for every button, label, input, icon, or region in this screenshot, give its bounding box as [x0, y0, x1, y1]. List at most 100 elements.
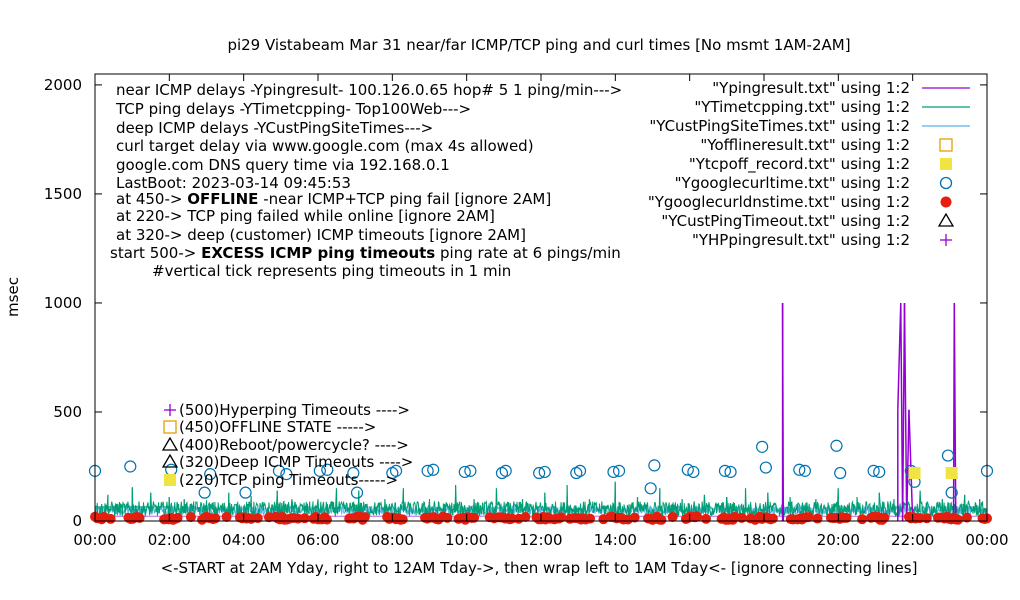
dns-point	[442, 512, 453, 523]
curltime-point	[830, 439, 843, 452]
marker-note: (320)Deep ICMP Timeouts ---->	[179, 453, 413, 471]
marker-notes: (500)Hyperping Timeouts ---->(450)OFFLIN…	[161, 401, 413, 489]
info-line: deep ICMP delays -YCustPingSiteTimes--->	[116, 119, 433, 137]
x-tick-label: 12:00	[519, 531, 562, 549]
dns-point	[857, 514, 868, 525]
marker-note: (450)OFFLINE STATE ----->	[179, 418, 376, 436]
dns-point	[556, 512, 567, 523]
curltime-point	[350, 486, 364, 499]
dns-point	[767, 513, 778, 524]
y-axis-label: msec	[4, 277, 22, 317]
dns-point	[221, 511, 232, 522]
axes: 00:00 02:00 04:00 06:00 08:00 10:00 12:00 14:00…	[44, 74, 1009, 549]
dns-point	[921, 513, 932, 524]
legend-label: "YHPpingresult.txt" using 1:2	[692, 231, 910, 249]
dns-point	[520, 512, 531, 523]
curltime-point	[798, 464, 811, 477]
curltime-point	[499, 464, 512, 477]
legend-label: "Ygooglecurldnstime.txt" using 1:2	[648, 193, 910, 211]
curltime-point	[573, 464, 587, 477]
curltime-point	[945, 486, 958, 499]
dns-point	[961, 512, 972, 523]
dns-point	[321, 514, 332, 525]
legend: "Ypingresult.txt" using 1:2"YTimetcpping…	[648, 79, 970, 249]
dns-point	[692, 511, 703, 522]
info-line: at 220-> TCP ping failed while online [i…	[116, 207, 495, 225]
curltime-point	[759, 461, 772, 474]
y-tick-label: 0	[72, 512, 82, 530]
dns-point	[134, 512, 145, 523]
dns-point	[469, 512, 480, 523]
info-span: ping rate at 6 pings/min	[435, 244, 621, 262]
info-bold-span: OFFLINE	[187, 190, 258, 208]
x-tick-label: 22:00	[891, 531, 934, 549]
x-tick-label: 20:00	[817, 531, 860, 549]
marker-note: (500)Hyperping Timeouts ---->	[179, 401, 410, 419]
chart-title: pi29 Vistabeam Mar 31 near/far ICMP/TCP …	[227, 36, 850, 54]
curltime-point	[834, 466, 847, 480]
info-span: at 450->	[116, 190, 187, 208]
y-tick-label: 1000	[44, 294, 82, 312]
legend-label: "Ypingresult.txt" using 1:2	[712, 79, 910, 97]
x-axis-label: <-START at 2AM Yday, right to 12AM Tday-…	[161, 559, 918, 577]
info-line: start 500-> EXCESS ICMP ping timeouts pi…	[110, 244, 621, 262]
legend-label: "Yofflineresult.txt" using 1:2	[700, 136, 910, 154]
info-text: near ICMP delays -Ypingresult- 100.126.0…	[110, 81, 622, 280]
x-tick-label: 04:00	[222, 531, 265, 549]
x-tick-label: 10:00	[445, 531, 488, 549]
dns-point	[656, 514, 667, 525]
y-tick-label: 1500	[44, 185, 82, 203]
info-line: at 450-> OFFLINE -near ICMP+TCP ping fai…	[116, 190, 551, 208]
marker-note: (400)Reboot/powercycle? ---->	[179, 436, 409, 454]
legend-label: "YCustPingTimeout.txt" using 1:2	[661, 212, 910, 230]
info-line: TCP ping delays -YTimetcpping- Top100Web…	[115, 100, 471, 118]
curltime-point	[321, 463, 334, 476]
curltime-point	[204, 468, 217, 481]
curltime-point	[427, 463, 440, 476]
x-tick-label: 00:00	[73, 531, 116, 549]
dns-point	[736, 512, 747, 523]
legend-label: "YCustPingSiteTimes.txt" using 1:2	[649, 117, 910, 135]
curltime-point	[724, 465, 737, 479]
info-span: start 500->	[110, 244, 201, 262]
curltime-point	[165, 463, 178, 476]
info-span: at 320-> deep (customer) ICMP timeouts […	[116, 226, 526, 244]
legend-symbol	[940, 196, 952, 208]
legend-label: "Ygooglecurltime.txt" using 1:2	[675, 174, 910, 192]
curltime-point	[421, 464, 434, 477]
curltime-point	[681, 463, 694, 476]
x-tick-label: 02:00	[148, 531, 191, 549]
curltime-point	[389, 464, 403, 477]
info-line: at 320-> deep (customer) ICMP timeouts […	[116, 226, 526, 244]
info-line: near ICMP delays -Ypingresult- 100.126.0…	[116, 81, 622, 99]
pingresult-segment	[781, 302, 785, 522]
x-tick-label: 06:00	[296, 531, 339, 549]
x-tick-label: 18:00	[742, 531, 785, 549]
info-line: #vertical tick represents ping timeouts …	[152, 262, 511, 280]
dns-point	[953, 514, 964, 525]
curltime-point	[612, 464, 626, 477]
info-line: LastBoot: 2023-03-14 09:45:53	[116, 174, 351, 192]
curltime-point	[607, 465, 620, 479]
curltime-point	[793, 463, 806, 476]
y-tick-label: 2000	[44, 76, 82, 94]
curltime-point	[756, 440, 769, 453]
x-tick-label: 00:00	[965, 531, 1008, 549]
legend-label: "Ytcpoff_record.txt" using 1:2	[689, 155, 910, 174]
curltime-point	[464, 464, 477, 477]
dns-point	[629, 512, 640, 523]
curltime-point	[533, 466, 546, 480]
dns-point	[803, 512, 814, 523]
dns-point	[359, 512, 370, 523]
curltime-point	[867, 464, 880, 477]
curltime-point	[644, 482, 657, 495]
note-symbol	[163, 420, 177, 434]
curltime-point	[648, 459, 661, 472]
curltime-point	[239, 486, 252, 499]
dns-point	[172, 512, 183, 523]
x-tick-label: 08:00	[371, 531, 414, 549]
curltime-point	[873, 465, 886, 479]
dns-point	[585, 513, 596, 524]
curltime-point	[313, 464, 326, 477]
